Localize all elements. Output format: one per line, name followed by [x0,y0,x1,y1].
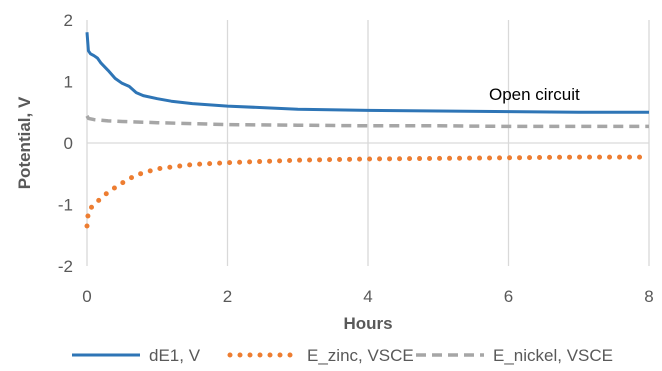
legend-label: dE1, V [149,346,201,365]
x-axis-title: Hours [343,314,392,333]
series-lines [84,32,652,229]
x-tick-label: 8 [644,287,653,306]
x-tick-label: 0 [82,287,91,306]
x-tick-label: 4 [363,287,372,306]
x-tick-label: 6 [504,287,513,306]
y-tick-label: -1 [58,196,73,215]
series-line [85,115,649,129]
y-tick-label: 2 [64,11,73,30]
legend-label: E_nickel, VSCE [493,346,613,365]
x-tick-label: 2 [223,287,232,306]
y-tick-label: -2 [58,257,73,276]
series-line [84,154,652,229]
gridlines [86,20,650,266]
y-axis-ticks: 2 1 0 -1 -2 [58,11,73,276]
x-axis-ticks: 0 2 4 6 8 [82,287,653,306]
y-tick-label: 0 [64,134,73,153]
open-circuit-annotation: Open circuit [489,85,580,104]
series-line [85,32,649,114]
legend-label: E_zinc, VSCE [307,346,414,365]
y-tick-label: 1 [64,73,73,92]
legend: dE1, V E_zinc, VSCE E_nickel, VSCE [72,346,613,365]
y-axis-title: Potential, V [15,96,34,189]
